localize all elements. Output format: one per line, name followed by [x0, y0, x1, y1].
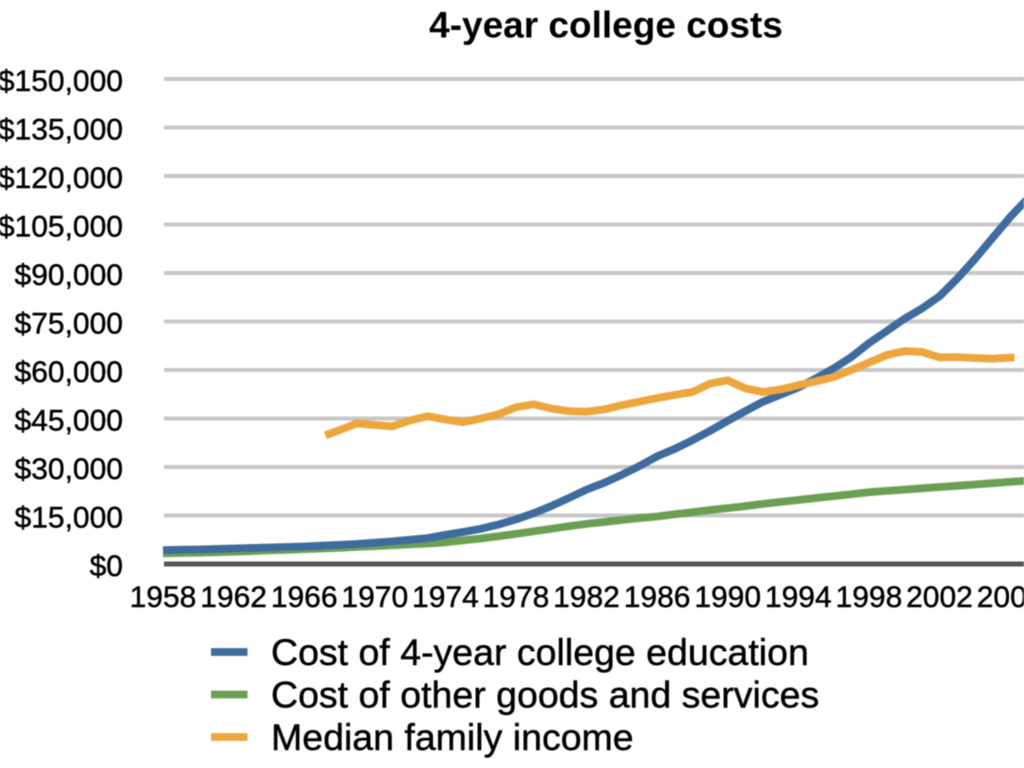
svg-text:$150,000: $150,000	[0, 65, 123, 98]
svg-text:$45,000: $45,000	[15, 405, 123, 438]
svg-text:1994: 1994	[765, 581, 832, 614]
svg-text:$60,000: $60,000	[15, 356, 123, 389]
svg-text:1986: 1986	[624, 581, 691, 614]
svg-text:$120,000: $120,000	[0, 162, 123, 195]
svg-text:4-year college costs: 4-year college costs	[429, 5, 783, 46]
svg-text:1990: 1990	[694, 581, 761, 614]
svg-text:$105,000: $105,000	[0, 211, 123, 244]
svg-text:$30,000: $30,000	[15, 453, 123, 486]
svg-text:Cost of 4-year college educati: Cost of 4-year college education	[271, 631, 809, 673]
svg-text:Median family income: Median family income	[271, 716, 634, 758]
svg-text:1974: 1974	[412, 581, 479, 614]
svg-text:Cost of other goods and servic: Cost of other goods and services	[271, 674, 819, 716]
svg-text:$135,000: $135,000	[0, 114, 123, 147]
svg-text:1958: 1958	[130, 581, 197, 614]
svg-text:1978: 1978	[483, 581, 550, 614]
svg-text:1962: 1962	[200, 581, 267, 614]
svg-text:1970: 1970	[341, 581, 408, 614]
svg-text:$90,000: $90,000	[15, 259, 123, 292]
svg-text:2002: 2002	[906, 581, 973, 614]
svg-text:1998: 1998	[836, 581, 903, 614]
svg-text:$15,000: $15,000	[15, 502, 123, 535]
svg-text:$0: $0	[90, 550, 123, 583]
svg-text:$75,000: $75,000	[15, 308, 123, 341]
svg-text:1966: 1966	[271, 581, 338, 614]
svg-text:1982: 1982	[553, 581, 620, 614]
svg-text:2006: 2006	[977, 581, 1024, 614]
